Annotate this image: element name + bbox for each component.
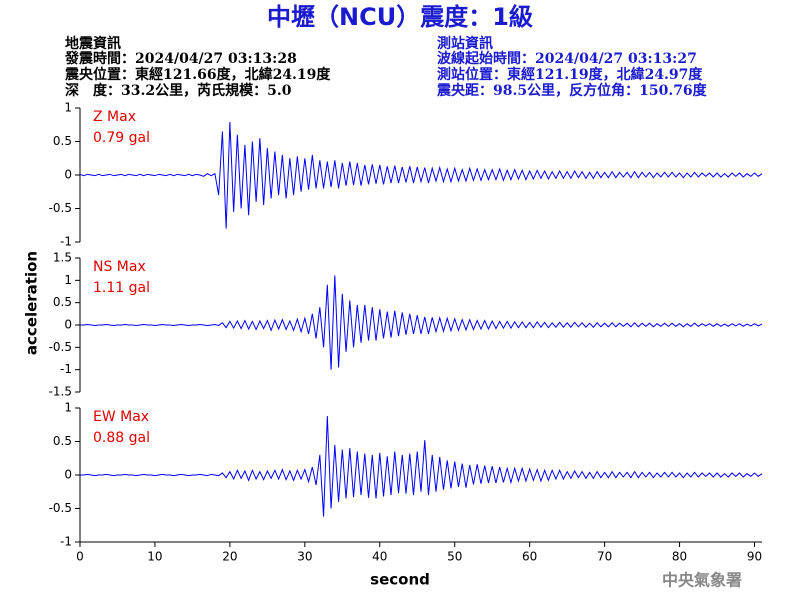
y-tick-label: -1 bbox=[60, 362, 72, 376]
x-tick-label: 50 bbox=[447, 550, 462, 564]
info-right: 測站資訊 bbox=[437, 35, 493, 52]
x-tick-label: 90 bbox=[747, 550, 762, 564]
waveform bbox=[79, 122, 763, 229]
y-tick-label: 1.5 bbox=[53, 251, 72, 265]
waveform bbox=[80, 275, 763, 370]
y-tick-label: -1.5 bbox=[49, 385, 72, 399]
info-left: 發震時間：2024/04/27 03:13:28 bbox=[64, 50, 297, 67]
y-tick-label: 0.5 bbox=[53, 295, 72, 309]
y-tick-label: 0.5 bbox=[53, 434, 72, 448]
y-tick-label: 1 bbox=[64, 273, 72, 287]
max-label: 0.88 gal bbox=[93, 430, 150, 446]
component-label: Z Max bbox=[93, 109, 136, 125]
x-tick-label: 80 bbox=[672, 550, 687, 564]
x-tick-label: 0 bbox=[76, 550, 84, 564]
y-axis-label: acceleration bbox=[23, 251, 41, 355]
x-tick-label: 40 bbox=[372, 550, 387, 564]
y-tick-label: -0.5 bbox=[49, 501, 72, 515]
max-label: 0.79 gal bbox=[93, 130, 150, 146]
x-tick-label: 30 bbox=[297, 550, 312, 564]
y-tick-label: 0 bbox=[64, 168, 72, 182]
y-tick-label: 0 bbox=[64, 468, 72, 482]
component-label: NS Max bbox=[93, 259, 146, 275]
y-tick-label: 0.5 bbox=[53, 134, 72, 148]
waveform bbox=[80, 416, 763, 517]
x-axis-label: second bbox=[370, 571, 430, 589]
y-tick-label: -0.5 bbox=[49, 201, 72, 215]
info-right: 波線起始時間：2024/04/27 03:13:27 bbox=[437, 50, 697, 67]
x-tick-label: 60 bbox=[522, 550, 537, 564]
y-tick-label: -1 bbox=[60, 535, 72, 549]
y-tick-label: -1 bbox=[60, 235, 72, 249]
info-left: 震央位置：東經121.66度，北緯24.19度 bbox=[64, 66, 331, 83]
info-right: 測站位置：東經121.19度，北緯24.97度 bbox=[437, 66, 703, 83]
component-label: EW Max bbox=[93, 409, 149, 425]
y-tick-label: 0 bbox=[64, 318, 72, 332]
x-tick-label: 70 bbox=[597, 550, 612, 564]
y-tick-label: 1 bbox=[64, 101, 72, 115]
info-right: 震央距：98.5公里，反方位角：150.76度 bbox=[436, 82, 708, 99]
footer: 中央氣象署 bbox=[662, 571, 742, 590]
x-tick-label: 20 bbox=[222, 550, 237, 564]
y-tick-label: 1 bbox=[64, 401, 72, 415]
info-left: 地震資訊 bbox=[65, 35, 121, 52]
info-left: 深 度：33.2公里，芮氏規模：5.0 bbox=[65, 82, 292, 99]
max-label: 1.11 gal bbox=[93, 280, 150, 296]
y-tick-label: -0.5 bbox=[49, 340, 72, 354]
title: 中壢（NCU）震度：1級 bbox=[267, 3, 533, 31]
x-tick-label: 10 bbox=[147, 550, 162, 564]
